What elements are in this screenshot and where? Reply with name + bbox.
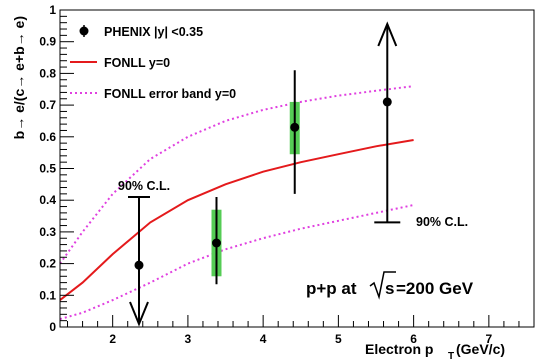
fonll-curve <box>59 139 414 301</box>
x-axis-title-main: Electron p <box>365 341 433 357</box>
data-point <box>211 197 222 285</box>
fonll-band-lower <box>59 204 414 321</box>
y-tick-label: 0.1 <box>39 288 56 302</box>
x-tick-label: 6 <box>410 332 417 346</box>
data-point-marker <box>290 122 300 132</box>
y-tick-label: 0.9 <box>39 35 56 49</box>
data-point-marker <box>382 97 392 107</box>
x-tick-label: 2 <box>109 332 116 346</box>
x-axis-title-unit: (GeV/c) <box>456 341 505 357</box>
x-tick-label: 5 <box>335 332 342 346</box>
y-tick-label: 0.5 <box>39 162 56 176</box>
annotations: 90% C.L. 90% C.L. p+p at s =200 GeV <box>118 179 474 300</box>
limit-arrow <box>377 21 398 47</box>
y-tick-label: 0.6 <box>39 130 56 144</box>
x-axis-title: Electron p T (GeV/c) <box>365 341 505 362</box>
x-tick-label: 4 <box>260 332 267 346</box>
y-axis: 0 0.1 0.2 0.3 0.4 0.5 0.6 0.7 0.8 0.9 1 <box>39 3 74 334</box>
data-point <box>289 70 300 194</box>
collision-label-suffix: =200 GeV <box>396 279 474 298</box>
x-axis-title-sub: T <box>448 351 454 362</box>
collision-label-root: s <box>385 279 394 298</box>
fonll-band-upper <box>59 85 414 265</box>
y-tick-label: 0.3 <box>39 225 56 239</box>
plot-content <box>59 21 414 327</box>
legend-label-fonll-band: FONLL error band y=0 <box>104 87 236 101</box>
data-point-marker <box>211 238 221 248</box>
y-tick-label: 0 <box>49 320 56 334</box>
collision-label-prefix: p+p at <box>306 279 357 298</box>
data-point-marker <box>134 260 144 270</box>
y-tick-label: 0.7 <box>39 98 56 112</box>
y-axis-title: b→ e/(c→ e+b→ e) <box>11 16 27 139</box>
y-tick-label: 0.4 <box>39 193 56 207</box>
limit-arrow <box>129 301 149 327</box>
cl-annotation-right: 90% C.L. <box>416 215 468 229</box>
y-tick-label: 1 <box>49 3 56 17</box>
x-tick-label: 7 <box>486 332 493 346</box>
data-point <box>374 21 401 224</box>
sqrt-sign <box>369 271 396 300</box>
legend-label-phenix: PHENIX |y| <0.35 <box>104 25 203 39</box>
cl-annotation-left: 90% C.L. <box>118 179 170 193</box>
x-axis: 2 3 4 5 6 7 <box>67 315 535 346</box>
data-point <box>128 196 150 327</box>
legend-label-fonll: FONLL y=0 <box>104 56 170 70</box>
y-tick-label: 0.8 <box>39 66 56 80</box>
y-tick-label: 0.2 <box>39 257 56 271</box>
legend: PHENIX |y| <0.35 FONLL y=0 FONLL error b… <box>70 25 236 101</box>
x-tick-label: 3 <box>185 332 192 346</box>
